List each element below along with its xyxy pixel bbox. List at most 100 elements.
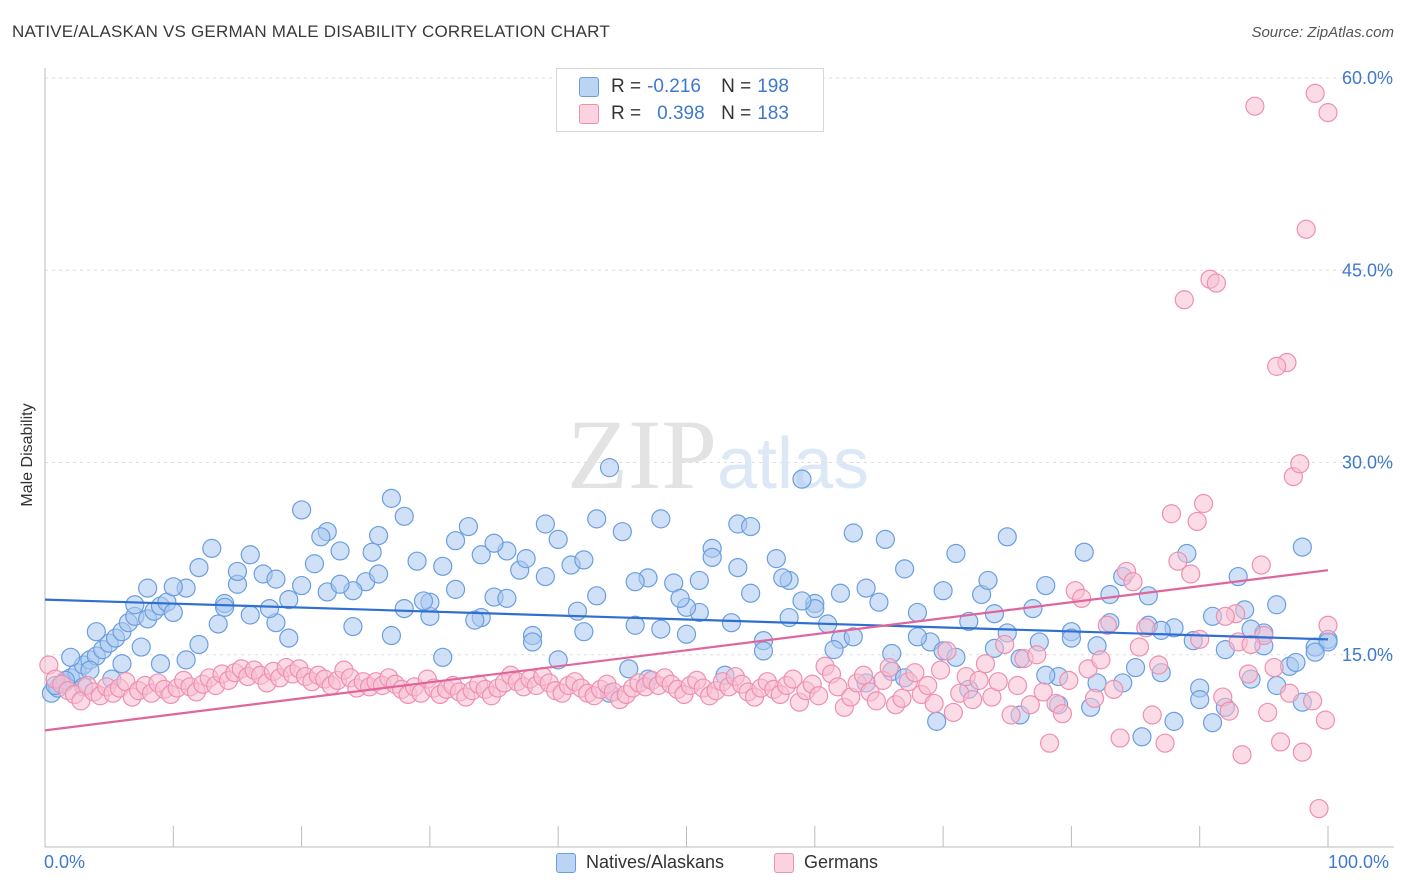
germans-point xyxy=(1206,273,1226,293)
germans-point xyxy=(1097,615,1117,635)
natives-point xyxy=(741,516,761,537)
natives-point xyxy=(394,506,414,526)
germans-point xyxy=(1245,96,1265,116)
germans-point xyxy=(783,669,803,689)
natives-point xyxy=(997,527,1017,547)
natives-point xyxy=(445,579,466,599)
natives-point xyxy=(259,599,280,619)
natives-point xyxy=(240,605,260,625)
natives-point xyxy=(978,570,998,591)
natives-point xyxy=(670,588,690,608)
natives-point xyxy=(766,549,786,569)
natives-point xyxy=(61,647,81,667)
germans-point xyxy=(879,657,899,678)
germans-point xyxy=(1193,493,1214,514)
natives-point xyxy=(625,615,645,635)
natives-point xyxy=(946,543,966,564)
germans-point xyxy=(1123,572,1143,592)
germans-point xyxy=(853,665,874,685)
watermark: ZIPatlas xyxy=(567,399,869,510)
germans-point xyxy=(809,686,829,706)
natives-point xyxy=(266,569,286,589)
germans-point xyxy=(1007,675,1028,696)
natives-point xyxy=(824,640,844,660)
germans-point xyxy=(1149,655,1169,675)
natives-point xyxy=(1100,584,1120,605)
natives-point xyxy=(215,597,235,617)
y-tick-label: 45.0% xyxy=(1342,260,1393,280)
trend-lines xyxy=(44,569,1329,732)
natives-point xyxy=(292,500,312,520)
natives-point xyxy=(433,556,453,576)
natives-point xyxy=(368,525,389,546)
natives-point xyxy=(1286,652,1306,673)
natives-point xyxy=(112,654,132,674)
germans-point xyxy=(1136,618,1156,638)
germans-point xyxy=(1072,588,1092,608)
natives-point xyxy=(843,627,863,647)
germans-point xyxy=(1292,742,1312,762)
germans-point xyxy=(930,660,951,680)
germans-point xyxy=(1290,454,1310,474)
natives-point xyxy=(304,554,325,574)
natives-point xyxy=(599,458,620,478)
natives-point xyxy=(413,591,434,611)
germans-point xyxy=(1219,701,1239,721)
natives-point xyxy=(1305,642,1325,662)
natives-point xyxy=(497,588,517,608)
germans-point xyxy=(1318,103,1338,123)
natives-point xyxy=(292,575,312,596)
natives-point xyxy=(362,542,382,562)
germans-point xyxy=(828,677,848,697)
germans-point xyxy=(1241,634,1261,655)
natives-point xyxy=(728,557,748,578)
bottom-legend-swatch-natives xyxy=(556,852,576,873)
natives-point xyxy=(689,570,709,591)
natives-point xyxy=(138,578,158,598)
natives-point xyxy=(1267,595,1287,615)
bottom-legend-natives: Natives/Alaskans xyxy=(556,852,724,873)
germans-point xyxy=(1174,290,1194,310)
natives-point xyxy=(567,601,588,621)
natives-point xyxy=(875,529,895,550)
germans-point xyxy=(1258,702,1278,723)
natives-point xyxy=(1061,628,1082,648)
natives-point xyxy=(1125,657,1146,678)
natives-trend-line xyxy=(44,598,1329,641)
natives-point xyxy=(1036,665,1056,685)
germans-point xyxy=(975,654,996,674)
germans-point xyxy=(988,672,1008,692)
natives-point xyxy=(1074,542,1094,562)
natives-point xyxy=(330,574,350,594)
natives-point xyxy=(574,550,594,570)
germans-point xyxy=(1187,511,1207,532)
germans-point xyxy=(892,688,912,708)
natives-point xyxy=(676,624,697,644)
natives-point xyxy=(1132,727,1152,747)
natives-point xyxy=(895,559,915,579)
germans-point xyxy=(1215,606,1235,626)
natives-point xyxy=(625,572,645,592)
natives-point xyxy=(721,613,742,633)
legend-box: R = -0.216 N = 198 R = 0.398 N = 183 xyxy=(556,68,824,132)
y-tick-label: 30.0% xyxy=(1342,453,1393,473)
natives-point xyxy=(189,557,209,578)
germans-point xyxy=(1296,219,1316,239)
germans-point xyxy=(1104,679,1124,699)
natives-point xyxy=(279,590,299,610)
germans-point xyxy=(1168,551,1188,571)
germans-point xyxy=(1052,704,1073,724)
natives-point xyxy=(227,561,248,582)
natives-point xyxy=(773,568,793,588)
germans-point xyxy=(1001,705,1021,725)
natives-point xyxy=(587,509,607,529)
natives-point xyxy=(792,591,812,611)
natives-point xyxy=(1138,586,1158,606)
natives-point xyxy=(869,592,889,612)
germans-point xyxy=(1309,798,1329,819)
germans-point xyxy=(1190,629,1210,649)
legend-r-value-germans: 0.398 xyxy=(657,103,705,124)
natives-point xyxy=(612,522,632,542)
natives-point xyxy=(240,545,260,565)
